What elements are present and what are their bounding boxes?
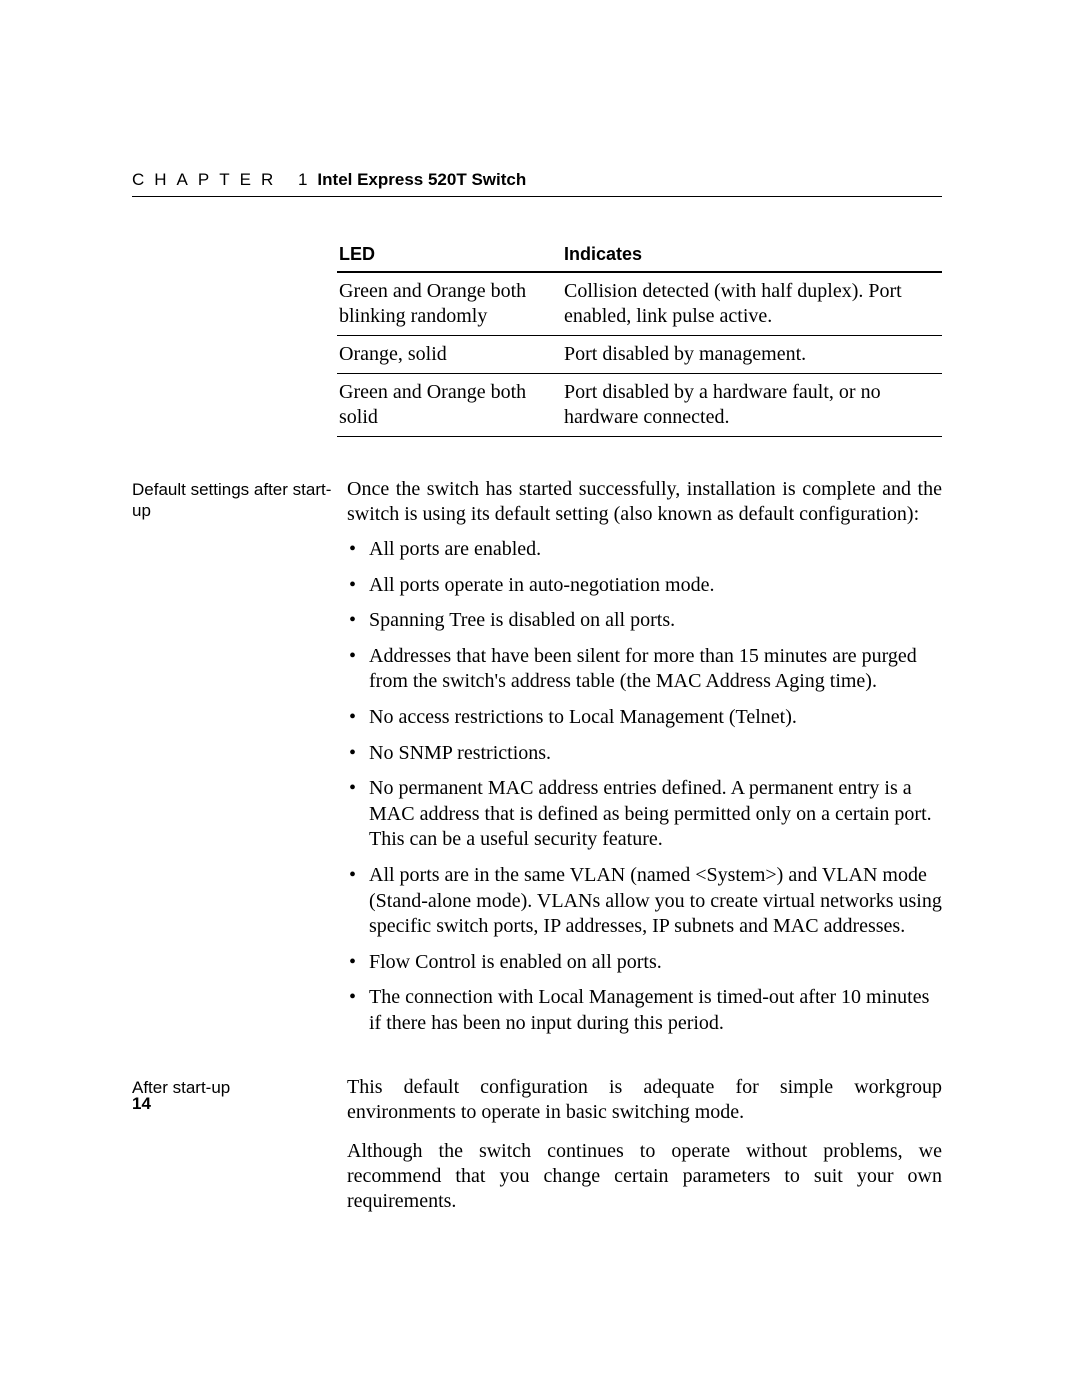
paragraph: This default configuration is adequate f…	[347, 1075, 942, 1125]
table-cell-indicates: Collision detected (with half duplex). P…	[562, 272, 942, 336]
table-cell-led: Green and Orange both blinking randomly	[337, 272, 562, 336]
table-row: Green and Orange both blinking randomly …	[337, 272, 942, 336]
section-default-settings: Default settings after start-up Once the…	[132, 477, 942, 1047]
list-item: No SNMP restrictions.	[347, 741, 942, 767]
list-item-text: No SNMP restrictions.	[369, 742, 551, 764]
list-item: Addresses that have been silent for more…	[347, 644, 942, 695]
table-row: Green and Orange both solid Port disable…	[337, 374, 942, 437]
section-after-startup: After start-up This default configuratio…	[132, 1075, 942, 1214]
table-header-indicates: Indicates	[562, 242, 942, 272]
list-item-text: Spanning Tree is disabled on all ports.	[369, 609, 675, 631]
defaults-list: All ports are enabled. All ports operate…	[347, 537, 942, 1037]
running-header: CHAPTER 1 Intel Express 520T Switch	[132, 170, 942, 197]
table-cell-indicates: Port disabled by management.	[562, 336, 942, 374]
list-item: All ports are in the same VLAN (named <S…	[347, 863, 942, 940]
list-item-text: Addresses that have been silent for more…	[369, 645, 917, 693]
intro-paragraph: Once the switch has started successfully…	[347, 477, 942, 527]
page-number: 14	[132, 1094, 151, 1114]
table-cell-led: Green and Orange both solid	[337, 374, 562, 437]
table-header-led: LED	[337, 242, 562, 272]
list-item: Spanning Tree is disabled on all ports.	[347, 608, 942, 634]
list-item: No permanent MAC address entries defined…	[347, 776, 942, 853]
header-rule	[132, 196, 942, 197]
list-item-text: All ports are enabled.	[369, 538, 541, 560]
side-label-after-startup: After start-up	[132, 1075, 347, 1098]
table-row: Orange, solid Port disabled by managemen…	[337, 336, 942, 374]
body-after-startup: This default configuration is adequate f…	[347, 1075, 942, 1214]
content-area: LED Indicates Green and Orange both blin…	[132, 242, 942, 1214]
table-cell-indicates: Port disabled by a hardware fault, or no…	[562, 374, 942, 437]
page: CHAPTER 1 Intel Express 520T Switch LED …	[0, 0, 1080, 1397]
list-item-text: Flow Control is enabled on all ports.	[369, 951, 662, 973]
list-item-text: No permanent MAC address entries defined…	[369, 777, 932, 850]
list-item-text: No access restrictions to Local Manageme…	[369, 706, 797, 728]
list-item: The connection with Local Management is …	[347, 985, 942, 1036]
list-item: No access restrictions to Local Manageme…	[347, 705, 942, 731]
table-cell-led: Orange, solid	[337, 336, 562, 374]
list-item-text: All ports are in the same VLAN (named <S…	[369, 864, 942, 937]
list-item: Flow Control is enabled on all ports.	[347, 950, 942, 976]
list-item-text: The connection with Local Management is …	[369, 986, 929, 1034]
list-item: All ports are enabled.	[347, 537, 942, 563]
paragraph: Although the switch continues to operate…	[347, 1139, 942, 1214]
led-indicator-table: LED Indicates Green and Orange both blin…	[337, 242, 942, 437]
chapter-label: CHAPTER 1	[132, 170, 317, 189]
table-header-row: LED Indicates	[337, 242, 942, 272]
body-default-settings: Once the switch has started successfully…	[347, 477, 942, 1047]
list-item: All ports operate in auto-negotiation mo…	[347, 573, 942, 599]
list-item-text: All ports operate in auto-negotiation mo…	[369, 574, 714, 596]
side-label-default-settings: Default settings after start-up	[132, 477, 347, 522]
chapter-title: Intel Express 520T Switch	[317, 170, 526, 189]
